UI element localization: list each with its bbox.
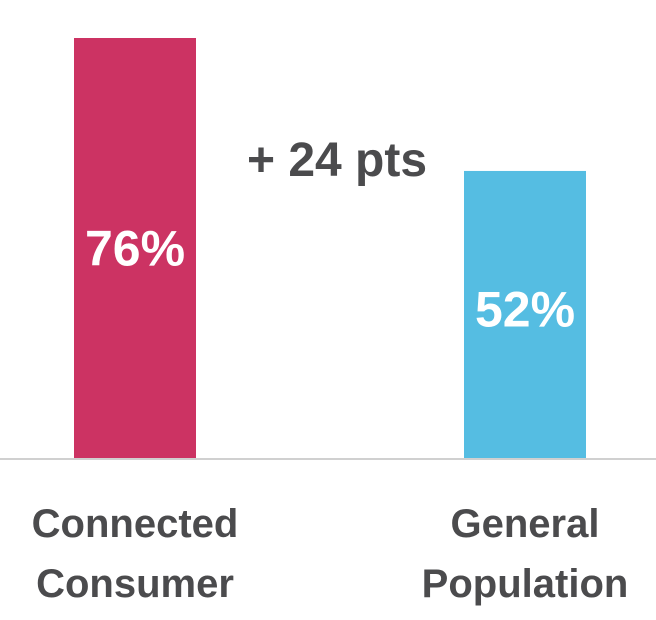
bar-value-label-0: 76% — [85, 220, 185, 276]
category-labels-group: Connected Consumer General Population — [32, 502, 629, 606]
category-label-0-line-1: Consumer — [36, 562, 234, 606]
bar-0 — [74, 38, 196, 459]
bar-value-label-1: 52% — [475, 281, 575, 337]
category-label-1-line-0: General — [451, 502, 600, 546]
value-labels-group: 76% 52% — [85, 220, 575, 337]
bars-group — [74, 38, 586, 459]
category-label-1-line-1: Population — [422, 562, 629, 606]
category-label-0-line-0: Connected — [32, 502, 239, 546]
difference-annotation: + 24 pts — [247, 134, 427, 187]
bar-1 — [464, 170, 586, 459]
